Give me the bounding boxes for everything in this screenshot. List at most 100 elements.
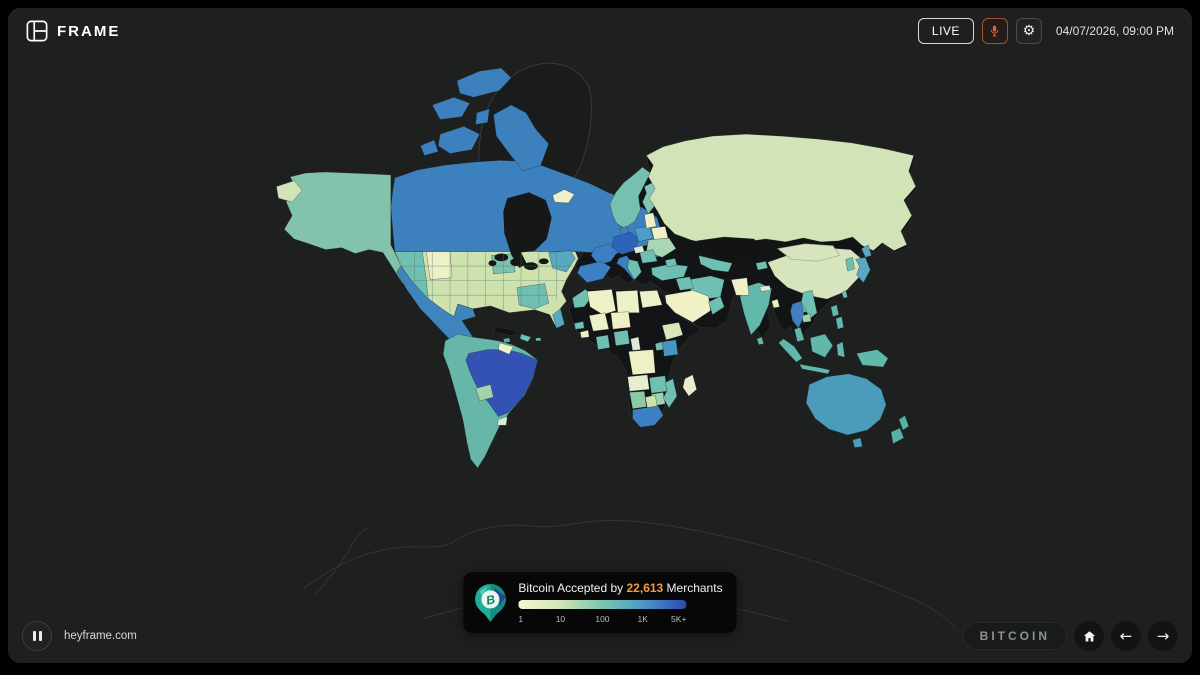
region-us_southeast[interactable]	[516, 283, 549, 310]
choropleth-regions[interactable]	[276, 67, 917, 469]
region-us_florida[interactable]	[552, 308, 565, 329]
region-mongolia[interactable]	[776, 243, 841, 262]
region-guyana[interactable]	[498, 342, 514, 355]
live-button[interactable]: LIVE	[917, 18, 974, 44]
region-sulawesi[interactable]	[836, 341, 845, 358]
region-sri_lanka[interactable]	[756, 336, 765, 345]
top-bar: FRAME LIVE ⚙ 04/07/2026, 09:00 PM	[8, 8, 1192, 54]
region-france[interactable]	[590, 243, 619, 266]
region-baltics[interactable]	[644, 212, 657, 229]
region-mozambique[interactable]	[662, 378, 678, 409]
region-australia[interactable]	[805, 373, 887, 436]
region-papua[interactable]	[856, 349, 889, 368]
arrow-right-icon: →	[1156, 626, 1170, 645]
region-iraq[interactable]	[675, 276, 695, 291]
merchant-count: 22,613	[626, 581, 664, 595]
region-puerto_rico[interactable]	[535, 337, 542, 342]
region-russia[interactable]	[646, 133, 917, 251]
region-tasmania[interactable]	[852, 437, 863, 448]
next-button[interactable]: →	[1148, 621, 1178, 651]
region-saudi_arabia[interactable]	[664, 290, 711, 323]
brand: FRAME	[26, 20, 120, 42]
region-kenya[interactable]	[661, 339, 679, 357]
region-bolivia[interactable]	[475, 384, 494, 402]
region-kazakhstan[interactable]	[696, 236, 770, 264]
inland-water	[488, 192, 552, 270]
frame-logo-icon	[26, 20, 48, 42]
legend-panel: B Bitcoin Accepted by 22,613 Merchants 1…	[463, 572, 737, 633]
region-oman_uae[interactable]	[708, 295, 725, 316]
region-libya[interactable]	[615, 290, 640, 313]
region-egypt[interactable]	[639, 290, 663, 309]
region-jamaica[interactable]	[503, 337, 511, 344]
region-nigeria[interactable]	[613, 329, 630, 346]
prev-button[interactable]: ←	[1111, 621, 1141, 651]
region-ethiopia[interactable]	[661, 322, 684, 341]
region-taiwan[interactable]	[841, 290, 848, 299]
region-balkans[interactable]	[627, 259, 642, 281]
region-algeria[interactable]	[586, 289, 617, 315]
scale-tick-labels: 1 10 100 1K 5K+	[518, 614, 686, 625]
region-pakistan[interactable]	[730, 277, 750, 296]
region-chukotka[interactable]	[276, 180, 303, 203]
pause-button[interactable]	[22, 621, 52, 651]
region-cuba[interactable]	[493, 325, 518, 337]
region-malay_peninsula[interactable]	[794, 326, 805, 343]
tick-label: 5K+	[671, 614, 687, 624]
region-nepal[interactable]	[759, 285, 771, 292]
region-belarus[interactable]	[651, 226, 669, 241]
world-choropleth-map[interactable]	[8, 8, 1192, 663]
pause-icon	[38, 631, 42, 641]
region-central_asia[interactable]	[698, 255, 733, 273]
region-india[interactable]	[739, 282, 772, 336]
region-niger[interactable]	[610, 311, 631, 330]
region-ghana_ivory[interactable]	[595, 334, 611, 350]
header-controls: LIVE ⚙ 04/07/2026, 09:00 PM	[917, 18, 1174, 44]
region-us_northeast[interactable]	[548, 250, 576, 273]
region-romania[interactable]	[639, 249, 658, 264]
region-poland[interactable]	[634, 226, 654, 243]
region-korea[interactable]	[845, 257, 855, 272]
region-uganda[interactable]	[654, 341, 664, 351]
region-hispaniola[interactable]	[519, 333, 532, 343]
region-iberia[interactable]	[577, 261, 612, 283]
region-caucasus[interactable]	[664, 258, 678, 268]
region-borneo[interactable]	[809, 333, 834, 358]
region-new_zealand[interactable]	[890, 415, 910, 445]
region-us_mountain[interactable]	[426, 251, 453, 280]
region-vietnam[interactable]	[801, 290, 818, 319]
region-canada_islands[interactable]	[420, 67, 549, 172]
region-cameroon[interactable]	[630, 336, 641, 351]
region-senegal[interactable]	[574, 321, 585, 330]
region-mexico[interactable]	[396, 265, 477, 350]
region-alaska[interactable]	[283, 171, 409, 284]
region-zambia[interactable]	[649, 375, 668, 394]
region-madagascar[interactable]	[682, 374, 697, 397]
site-url: heyframe.com	[64, 630, 137, 642]
region-java[interactable]	[798, 363, 831, 375]
region-south_africa[interactable]	[632, 405, 664, 428]
brand-name: FRAME	[57, 22, 121, 40]
microphone-button[interactable]	[981, 18, 1008, 44]
region-guinea[interactable]	[579, 329, 590, 339]
region-angola[interactable]	[627, 374, 650, 392]
region-kyrgyzstan[interactable]	[755, 260, 769, 271]
region-sumatra[interactable]	[778, 338, 803, 363]
region-uruguay[interactable]	[497, 416, 508, 426]
tick-label: 10	[555, 614, 566, 624]
settings-button[interactable]: ⚙	[1015, 18, 1042, 44]
region-hungary[interactable]	[633, 245, 645, 254]
tick-label: 100	[595, 614, 610, 624]
region-iceland[interactable]	[552, 189, 575, 204]
region-bangladesh[interactable]	[771, 298, 780, 309]
home-button[interactable]	[1074, 621, 1104, 651]
region-drc[interactable]	[628, 349, 656, 376]
region-cambodia[interactable]	[801, 313, 812, 323]
region-mali[interactable]	[588, 312, 610, 332]
region-philippines[interactable]	[830, 304, 844, 330]
color-scale-bar	[518, 600, 687, 609]
topic-pill-bitcoin[interactable]: BITCOIN	[962, 622, 1067, 650]
us-state-borders	[396, 251, 573, 312]
region-namibia[interactable]	[629, 391, 647, 410]
region-japan[interactable]	[855, 244, 872, 284]
